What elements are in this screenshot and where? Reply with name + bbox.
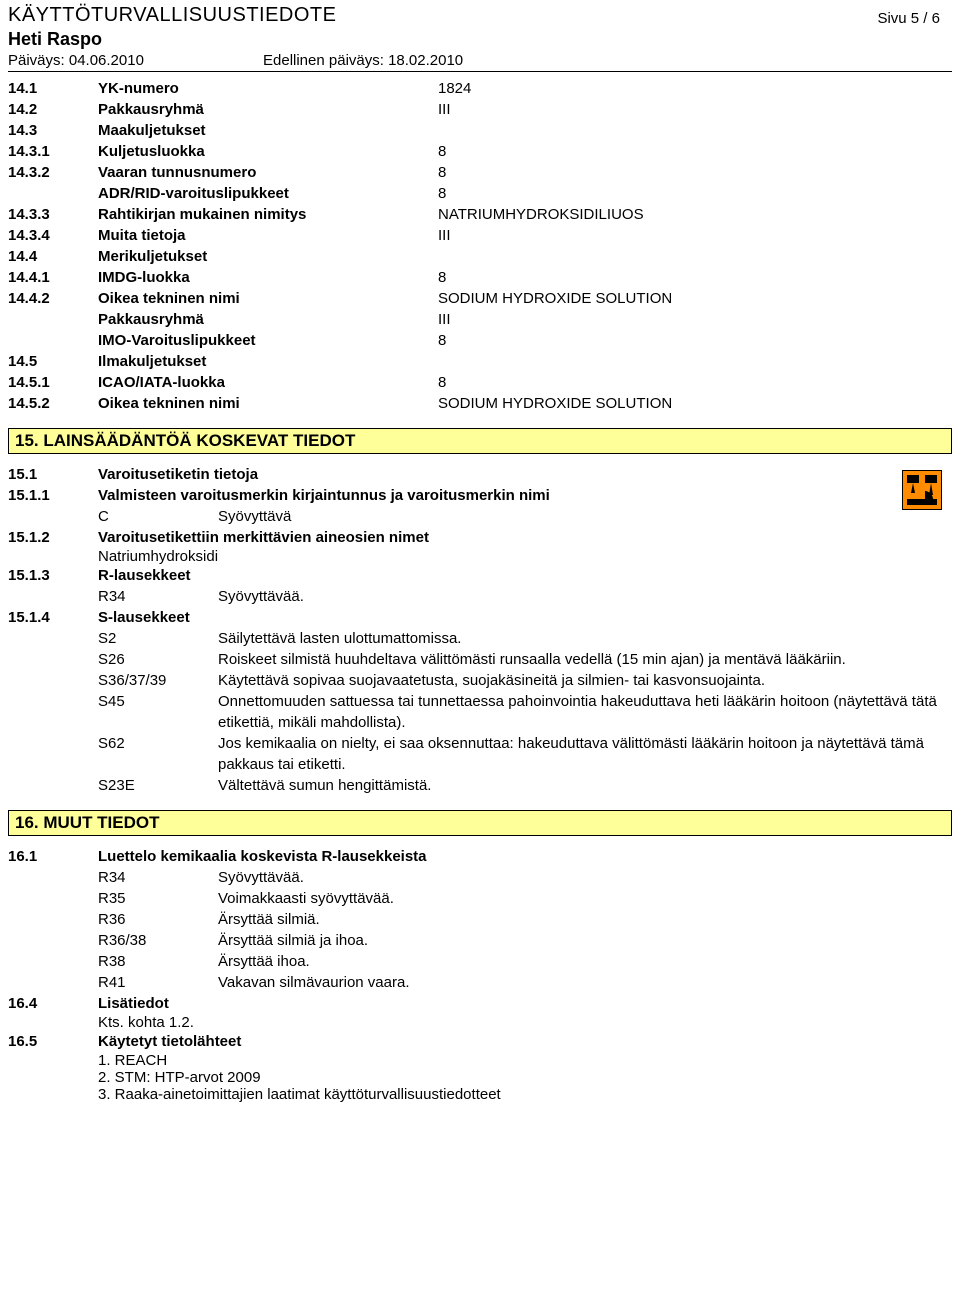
doc-type: KÄYTTÖTURVALLISUUSTIEDOTE bbox=[8, 4, 952, 27]
list-item: S2Säilytettävä lasten ulottumattomissa. bbox=[8, 628, 952, 649]
row-16.4: 16.4 Lisätiedot bbox=[8, 993, 952, 1014]
table-row: 14.5.2Oikea tekninen nimiSODIUM HYDROXID… bbox=[8, 393, 952, 414]
table-row: 14.5Ilmakuljetukset bbox=[8, 351, 952, 372]
list-item: R36Ärsyttää silmiä. bbox=[8, 909, 952, 930]
list-item: S23EVältettävä sumun hengittämistä. bbox=[8, 775, 952, 796]
table-row: 14.2PakkausryhmäIII bbox=[8, 99, 952, 120]
r-lausekkeet-list: R34Syövyttävää. bbox=[8, 586, 952, 607]
row-15.1.4: 15.1.4 S-lausekkeet bbox=[8, 607, 952, 628]
row-15.1.3: 15.1.3 R-lausekkeet bbox=[8, 565, 952, 586]
row-15.1.1: 15.1.1 Valmisteen varoitusmerkin kirjain… bbox=[8, 485, 902, 506]
list-item: R34Syövyttävää. bbox=[8, 867, 952, 888]
list-item: S45Onnettomuuden sattuessa tai tunnettae… bbox=[8, 691, 952, 733]
table-row: 14.4.1IMDG-luokka8 bbox=[8, 267, 952, 288]
row-15.1.2: 15.1.2 Varoitusetikettiin merkittävien a… bbox=[8, 527, 952, 548]
row-15.1: 15.1 Varoitusetiketin tietoja bbox=[8, 464, 902, 485]
table-row: PakkausryhmäIII bbox=[8, 309, 952, 330]
list-item: R36/38Ärsyttää silmiä ja ihoa. bbox=[8, 930, 952, 951]
row-16.1: 16.1 Luettelo kemikaalia koskevista R-la… bbox=[8, 846, 952, 867]
corrosive-icon bbox=[902, 470, 942, 510]
list-item: R35Voimakkaasti syövyttävää. bbox=[8, 888, 952, 909]
prev-date: Edellinen päiväys: 18.02.2010 bbox=[263, 52, 463, 69]
list-item: R41Vakavan silmävaurion vaara. bbox=[8, 972, 952, 993]
r-list-16: R34Syövyttävää.R35Voimakkaasti syövyttäv… bbox=[8, 867, 952, 993]
product-name: Heti Raspo bbox=[8, 29, 952, 50]
list-item: 3. Raaka-ainetoimittajien laatimat käytt… bbox=[98, 1086, 952, 1103]
date: Päiväys: 04.06.2010 bbox=[8, 52, 263, 69]
sources-list: 1. REACH2. STM: HTP-arvot 20093. Raaka-a… bbox=[98, 1052, 952, 1103]
list-item: 1. REACH bbox=[98, 1052, 952, 1069]
table-row: 14.5.1ICAO/IATA-luokka8 bbox=[8, 372, 952, 393]
row-15.1.2-sub: Natriumhydroksidi bbox=[98, 548, 952, 565]
list-item: R34Syövyttävää. bbox=[8, 586, 952, 607]
table-row: ADR/RID-varoituslipukkeet8 bbox=[8, 183, 952, 204]
table-row: 14.3.2Vaaran tunnusnumero8 bbox=[8, 162, 952, 183]
table-row: 14.3.4Muita tietojaIII bbox=[8, 225, 952, 246]
section-16-head: 16. MUUT TIEDOT bbox=[8, 810, 952, 836]
table-row: 14.3.3Rahtikirjan mukainen nimitysNATRIU… bbox=[8, 204, 952, 225]
table-row: 14.4.2Oikea tekninen nimiSODIUM HYDROXID… bbox=[8, 288, 952, 309]
row-16.4-sub: Kts. kohta 1.2. bbox=[98, 1014, 952, 1031]
table-row: 14.1YK-numero1824 bbox=[8, 78, 952, 99]
row-15.1.1-value: C Syövyttävä bbox=[8, 506, 902, 527]
list-item: R38Ärsyttää ihoa. bbox=[8, 951, 952, 972]
section-15-head: 15. LAINSÄÄDÄNTÖÄ KOSKEVAT TIEDOT bbox=[8, 428, 952, 454]
document-header: KÄYTTÖTURVALLISUUSTIEDOTE Sivu 5 / 6 Het… bbox=[8, 4, 952, 72]
table-row: 14.4Merikuljetukset bbox=[8, 246, 952, 267]
list-item: S36/37/39Käytettävä sopivaa suojavaatetu… bbox=[8, 670, 952, 691]
s-lausekkeet-list: S2Säilytettävä lasten ulottumattomissa.S… bbox=[8, 628, 952, 796]
divider bbox=[8, 71, 952, 72]
list-item: S26Roiskeet silmistä huuhdeltava välittö… bbox=[8, 649, 952, 670]
list-item: 2. STM: HTP-arvot 2009 bbox=[98, 1069, 952, 1086]
table-row: 14.3.1Kuljetusluokka8 bbox=[8, 141, 952, 162]
section-14-rows: 14.1YK-numero182414.2PakkausryhmäIII14.3… bbox=[8, 78, 952, 414]
table-row: IMO-Varoituslipukkeet8 bbox=[8, 330, 952, 351]
page-number: Sivu 5 / 6 bbox=[877, 10, 940, 27]
row-16.5: 16.5 Käytetyt tietolähteet bbox=[8, 1031, 952, 1052]
table-row: 14.3Maakuljetukset bbox=[8, 120, 952, 141]
list-item: S62Jos kemikaalia on nielty, ei saa okse… bbox=[8, 733, 952, 775]
